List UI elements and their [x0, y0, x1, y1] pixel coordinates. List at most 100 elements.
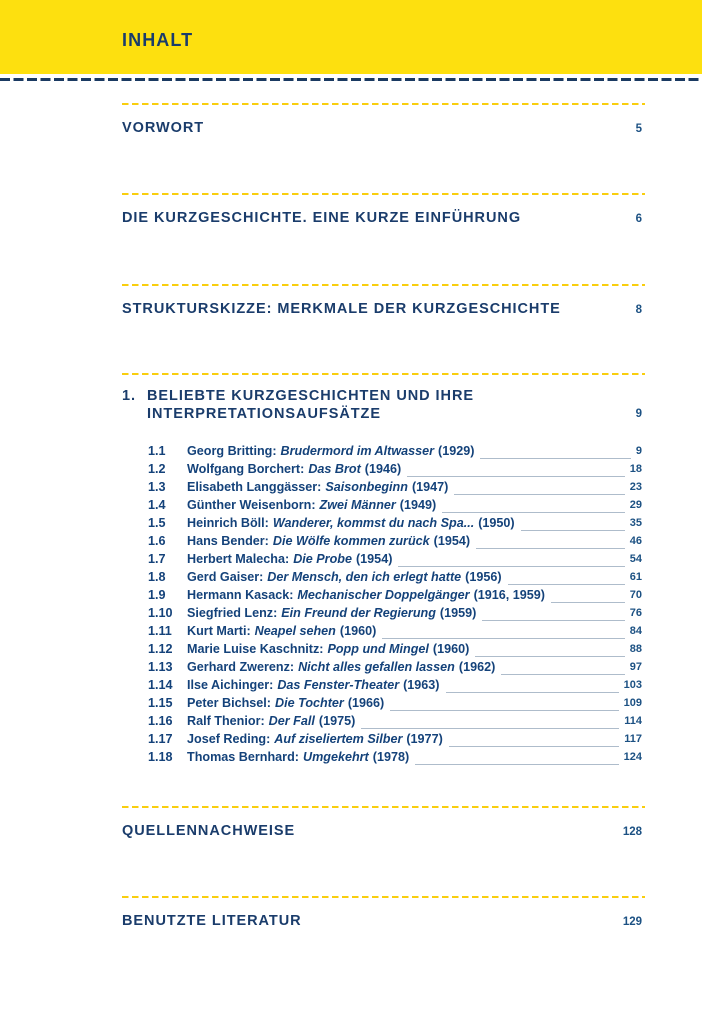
section-title: BENUTZTE LITERATUR	[122, 913, 302, 929]
entry-author: Ilse Aichinger:	[187, 678, 274, 692]
entry-story-title: Das Fenster-Theater	[277, 678, 400, 692]
toc-entry-row[interactable]: 1.15 Peter Bichsel: Die Tochter (1966) 109	[148, 694, 642, 712]
section-row[interactable]: DIE KURZGESCHICHTE. EINE KURZE EINFÜHRUN…	[122, 208, 645, 228]
entry-page-number: 84	[629, 625, 642, 637]
section-row[interactable]: BENUTZTE LITERATUR 129	[122, 911, 645, 931]
chapter-heading-row[interactable]: 1. BELIEBTE KURZGESCHICHTEN UND IHRE INT…	[122, 387, 645, 423]
entry-year: (1963)	[403, 678, 440, 692]
section-row[interactable]: QUELLENNACHWEISE 128	[122, 821, 645, 841]
entry-page-number: 9	[635, 445, 642, 457]
entry-number: 1.16	[148, 714, 173, 728]
toc-entry-row[interactable]: 1.7 Herbert Malecha: Die Probe (1954) 54	[148, 550, 642, 568]
entry-number: 1.1	[148, 444, 166, 458]
toc-entry-row[interactable]: 1.10 Siegfried Lenz: Ein Freund der Regier…	[148, 604, 642, 622]
toc-entry-list: 1.1 Georg Britting: Brudermord im Altwasse…	[148, 442, 642, 766]
toc-chapter-1[interactable]: 1. BELIEBTE KURZGESCHICHTEN UND IHRE INT…	[122, 373, 645, 423]
entry-story-title: Die Wölfe kommen zurück	[272, 534, 430, 548]
entry-text: Hermann Kasack: Mechanischer Doppelgänger…	[187, 586, 545, 604]
toc-section-einfuehrung[interactable]: DIE KURZGESCHICHTE. EINE KURZE EINFÜHRUN…	[122, 193, 645, 228]
entry-leader-line	[482, 620, 625, 621]
entry-story-title: Mechanischer Doppelgänger	[297, 588, 470, 602]
toc-entry-row[interactable]: 1.18 Thomas Bernhard: Umgekehrt (1978) 124	[148, 748, 642, 766]
entry-leader-line	[550, 602, 625, 603]
entry-author: Wolfgang Borchert:	[187, 462, 305, 476]
section-divider-dashed	[122, 193, 645, 195]
toc-entry-row[interactable]: 1.9 Hermann Kasack: Mechanischer Doppelgän…	[148, 586, 642, 604]
toc-entry-row[interactable]: 1.6 Hans Bender: Die Wölfe kommen zurück (1…	[148, 532, 642, 550]
entry-story-title: Wanderer, kommst du nach Spa...	[272, 516, 475, 530]
entry-story-title: Das Brot	[308, 462, 361, 476]
entry-number: 1.11	[148, 624, 172, 638]
section-row[interactable]: STRUKTURSKIZZE: MERKMALE DER KURZGESCHIC…	[122, 299, 645, 319]
entry-text: Marie Luise Kaschnitz: Popp und Mingel (19…	[187, 640, 469, 658]
section-row[interactable]: VORWORT 5	[122, 118, 645, 138]
entry-year: (1975)	[318, 714, 356, 728]
entry-number: 1.4	[148, 498, 166, 512]
entry-number: 1.2	[148, 462, 166, 476]
entry-story-title: Umgekehrt	[302, 750, 369, 764]
entry-year: (1959)	[439, 606, 477, 620]
section-title: DIE KURZGESCHICHTE. EINE KURZE EINFÜHRUN…	[122, 210, 522, 226]
section-divider-dashed	[122, 896, 645, 898]
entry-page-number: 114	[624, 715, 642, 727]
entry-author: Siegfried Lenz:	[187, 606, 278, 620]
chapter-title: BELIEBTE KURZGESCHICHTEN UND IHRE INTERP…	[147, 387, 645, 423]
section-page-number: 129	[622, 916, 642, 928]
entry-text: Thomas Bernhard: Umgekehrt (1978)	[187, 748, 409, 766]
entry-story-title: Neapel sehen	[254, 624, 336, 638]
toc-entry-row[interactable]: 1.13 Gerhard Zwerenz: Nicht alles gefallen…	[148, 658, 642, 676]
entry-year: (1966)	[347, 696, 385, 710]
entry-page-number: 35	[629, 517, 642, 529]
entry-leader-line	[448, 746, 620, 747]
entry-page-number: 97	[629, 661, 642, 673]
entry-number: 1.3	[148, 480, 166, 494]
entry-year: (1954)	[433, 534, 471, 548]
toc-entry-row[interactable]: 1.11 Kurt Marti: Neapel sehen (1960) 84	[148, 622, 642, 640]
section-page-number: 128	[622, 826, 642, 838]
toc-entry-row[interactable]: 1.14 Ilse Aichinger: Das Fenster-Theater (1…	[148, 676, 642, 694]
section-title: VORWORT	[122, 120, 205, 136]
entry-story-title: Die Probe	[293, 552, 352, 566]
toc-section-benutzte-literatur[interactable]: BENUTZTE LITERATUR 129	[122, 896, 645, 931]
toc-entry-row[interactable]: 1.16 Ralf Thenior: Der Fall (1975) 114	[148, 712, 642, 730]
entry-text: Siegfried Lenz: Ein Freund der Regierung(…	[187, 604, 476, 622]
toc-entry-row[interactable]: 1.12 Marie Luise Kaschnitz: Popp und Minge…	[148, 640, 642, 658]
entry-leader-line	[475, 656, 625, 657]
entry-year: (1949)	[399, 498, 437, 512]
toc-entry-row[interactable]: 1.4 Günther Weisenborn: Zwei Männer (1949) 2…	[148, 496, 642, 514]
entry-author: Heinrich Böll:	[187, 516, 269, 530]
entry-text: Josef Reding: Auf ziseliertem Silber (1977…	[187, 730, 443, 748]
entry-page-number: 70	[629, 589, 642, 601]
entry-story-title: Ein Freund der Regierung	[281, 606, 436, 620]
entry-leader-line	[476, 548, 625, 549]
entry-text: Peter Bichsel: Die Tochter (1966)	[187, 694, 384, 712]
toc-entry-row[interactable]: 1.5 Heinrich Böll: Wanderer, kommst du nac…	[148, 514, 642, 532]
entry-story-title: Brudermord im Altwasser	[280, 444, 435, 458]
entry-story-title: Der Mensch, den ich erlegt hatte	[267, 570, 462, 584]
toc-entry-row[interactable]: 1.3 Elisabeth Langgässer: Saisonbeginn (194…	[148, 478, 642, 496]
entry-text: Hans Bender: Die Wölfe kommen zurück (1954…	[187, 532, 470, 550]
entry-story-title: Die Tochter	[275, 696, 344, 710]
entry-number: 1.5	[148, 516, 166, 530]
entry-story-title: Der Fall	[268, 714, 315, 728]
toc-entry-row[interactable]: 1.1 Georg Britting: Brudermord im Altwasse…	[148, 442, 642, 460]
toc-section-vorwort[interactable]: VORWORT 5	[122, 103, 645, 138]
section-divider-dashed	[122, 103, 645, 105]
entry-number: 1.13	[148, 660, 173, 674]
entry-author: Gerhard Zwerenz:	[187, 660, 295, 674]
entry-year: (1916, 1959)	[473, 588, 545, 602]
chapter-page-number: 9	[635, 408, 642, 420]
toc-entry-row[interactable]: 1.17 Josef Reding: Auf ziseliertem Silber(…	[148, 730, 642, 748]
toc-section-strukturskizze[interactable]: STRUKTURSKIZZE: MERKMALE DER KURZGESCHIC…	[122, 284, 645, 319]
entry-author: Ralf Thenior:	[187, 714, 265, 728]
entry-author: Josef Reding:	[187, 732, 271, 746]
toc-entry-row[interactable]: 1.8 Gerd Gaiser: Der Mensch, den ich erleg…	[148, 568, 642, 586]
entry-number: 1.15	[148, 696, 173, 710]
toc-section-quellennachweise[interactable]: QUELLENNACHWEISE 128	[122, 806, 645, 841]
entry-number: 1.14	[148, 678, 173, 692]
entry-leader-line	[407, 476, 625, 477]
toc-entry-row[interactable]: 1.2 Wolfgang Borchert: Das Brot (1946) 18	[148, 460, 642, 478]
entry-text: Gerd Gaiser: Der Mensch, den ich erlegt h…	[187, 568, 502, 586]
entry-year: (1977)	[406, 732, 443, 746]
